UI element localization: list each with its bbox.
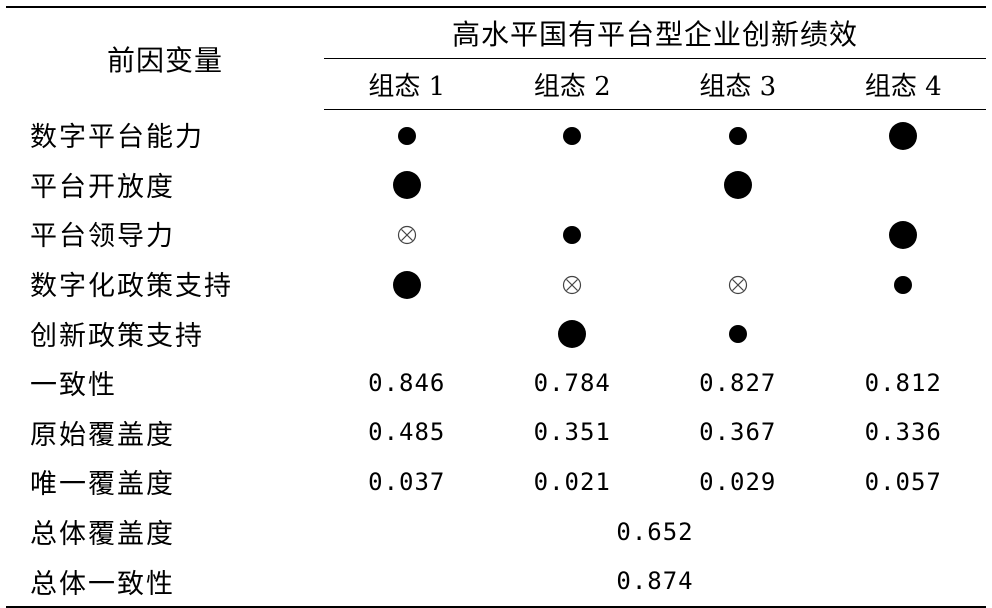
small-filled-circle-icon (563, 225, 582, 244)
large-filled-circle-icon (392, 270, 421, 299)
table-row: 数字平台能力 (6, 110, 986, 160)
large-filled-circle-icon (889, 220, 918, 249)
symbol-cell (490, 308, 656, 358)
symbol-cell (655, 259, 821, 309)
config-header-1: 组态 1 (324, 58, 490, 110)
row-label: 平台开放度 (30, 171, 175, 203)
row-label: 平台领导力 (30, 221, 175, 253)
symbol-cell (821, 110, 987, 160)
row-label: 数字平台能力 (30, 122, 204, 154)
configuration-table-container: 前因变量 高水平国有平台型企业创新绩效 组态 1 组态 2 组态 3 组态 4 … (6, 6, 986, 608)
small-filled-circle-icon (728, 325, 747, 344)
symbol-cell (324, 110, 490, 160)
small-filled-circle-icon (563, 126, 582, 145)
table-row: 总体覆盖度 0.652 (6, 507, 986, 557)
metric-value: 0.057 (864, 467, 942, 496)
table-row: 总体一致性 0.874 (6, 556, 986, 608)
metric-value: 0.812 (864, 368, 942, 397)
table-header-row: 前因变量 高水平国有平台型企业创新绩效 (6, 6, 986, 110)
outcome-group-header: 高水平国有平台型企业创新绩效 (324, 6, 986, 59)
metric-label-unique-coverage: 唯一覆盖度 (30, 469, 175, 501)
table-row: 平台领导力 (6, 209, 986, 259)
symbol-cell (490, 160, 656, 210)
metric-value: 0.336 (864, 418, 942, 447)
table-row: 数字化政策支持 (6, 259, 986, 309)
table-row: 平台开放度 (6, 160, 986, 210)
metric-value: 0.029 (699, 467, 777, 496)
summary-label-overall-consistency: 总体一致性 (6, 556, 324, 608)
small-filled-circle-icon (894, 275, 913, 294)
large-filled-circle-icon (392, 171, 421, 200)
config-header-3: 组态 3 (655, 58, 821, 110)
circled-cross-icon (728, 275, 747, 294)
large-filled-circle-icon (558, 320, 587, 349)
symbol-cell (655, 110, 821, 160)
symbol-cell (324, 308, 490, 358)
symbol-cell (655, 209, 821, 259)
config-header-row: 组态 1 组态 2 组态 3 组态 4 (6, 58, 986, 110)
factor-column-header: 前因变量 (6, 6, 324, 110)
metric-label-consistency: 一致性 (30, 370, 117, 402)
config-header-2: 组态 2 (489, 58, 655, 110)
metric-value: 0.485 (368, 418, 446, 447)
circled-cross-icon (397, 225, 416, 245)
large-filled-circle-icon (723, 171, 752, 200)
symbol-cell (821, 160, 987, 210)
metric-value: 0.367 (699, 418, 777, 447)
row-label: 数字化政策支持 (30, 271, 233, 303)
configuration-table: 前因变量 高水平国有平台型企业创新绩效 组态 1 组态 2 组态 3 组态 4 … (6, 6, 986, 608)
symbol-cell (490, 110, 656, 160)
summary-label-overall-coverage: 总体覆盖度 (30, 519, 175, 551)
table-row: 唯一覆盖度 0.037 0.021 0.029 0.057 (6, 457, 986, 507)
circled-cross-icon (563, 275, 582, 294)
metric-value: 0.846 (368, 368, 446, 397)
symbol-cell (490, 259, 656, 309)
small-filled-circle-icon (728, 126, 747, 145)
symbol-cell (324, 259, 490, 309)
config-header-4: 组态 4 (820, 58, 986, 110)
metric-value: 0.037 (368, 467, 446, 496)
small-filled-circle-icon (397, 126, 416, 145)
summary-value: 0.652 (616, 517, 694, 546)
symbol-cell (655, 160, 821, 210)
metric-label-raw-coverage: 原始覆盖度 (30, 419, 175, 451)
table-row: 原始覆盖度 0.485 0.351 0.367 0.336 (6, 408, 986, 458)
symbol-cell (324, 160, 490, 210)
symbol-cell (821, 209, 987, 259)
large-filled-circle-icon (889, 121, 918, 150)
symbol-cell (655, 308, 821, 358)
table-row: 创新政策支持 (6, 308, 986, 358)
symbol-cell (821, 259, 987, 309)
summary-value: 0.874 (324, 556, 986, 608)
metric-value: 0.827 (699, 368, 777, 397)
symbol-cell (821, 308, 987, 358)
row-label: 创新政策支持 (30, 320, 204, 352)
metric-value: 0.784 (533, 368, 611, 397)
metric-value: 0.351 (533, 418, 611, 447)
metric-value: 0.021 (533, 467, 611, 496)
symbol-cell (324, 209, 490, 259)
symbol-cell (490, 209, 656, 259)
table-row: 一致性 0.846 0.784 0.827 0.812 (6, 358, 986, 408)
